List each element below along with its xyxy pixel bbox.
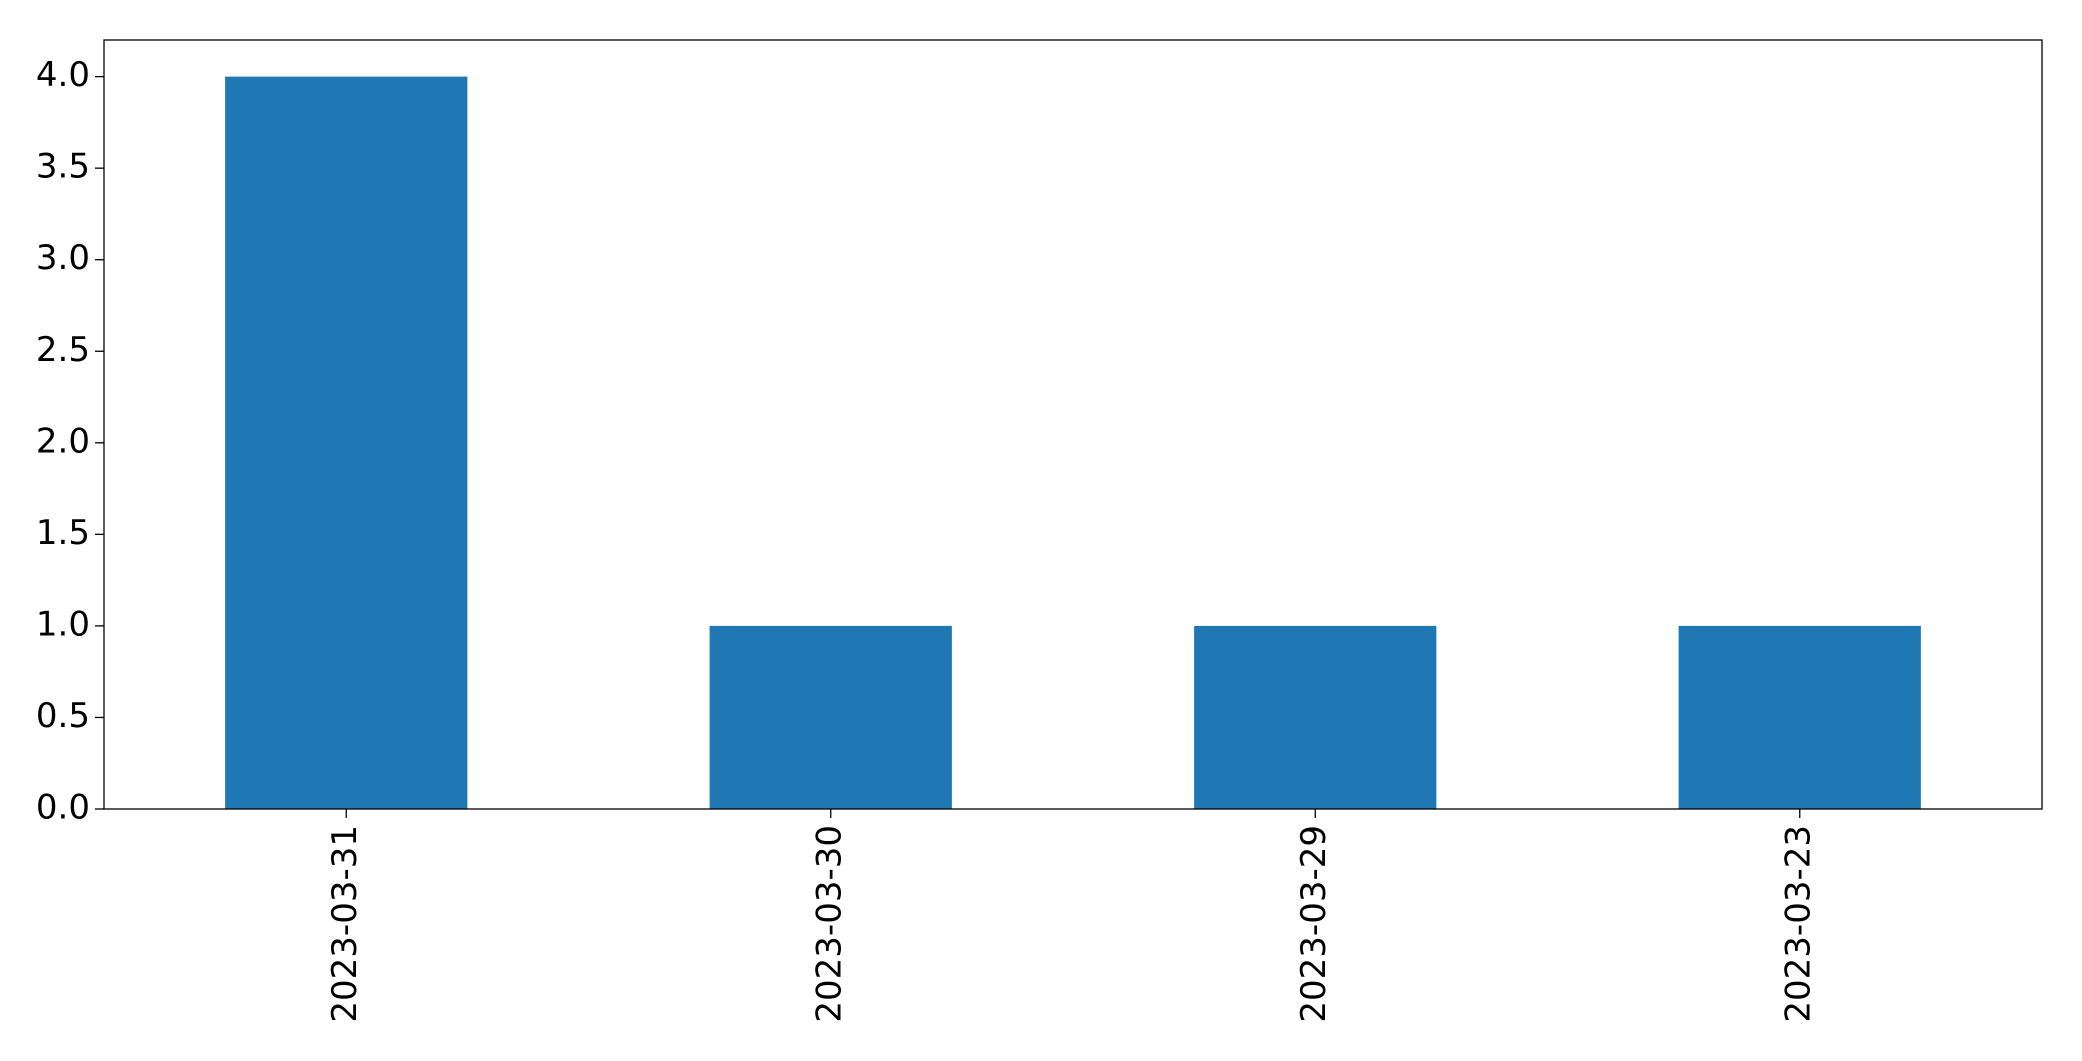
bar: [1678, 625, 1921, 809]
y-tick-label: 0.0: [36, 788, 90, 828]
bar: [709, 625, 952, 809]
y-tick-label: 1.0: [36, 604, 90, 644]
y-tick-label: 2.5: [36, 330, 90, 370]
bar: [225, 76, 468, 810]
y-tick-label: 0.5: [36, 696, 90, 736]
plot-frame: [103, 39, 2043, 810]
y-tick-label: 3.0: [36, 238, 90, 278]
x-tick-label: 2023-03-23: [1778, 825, 1818, 1023]
x-tick-label: 2023-03-30: [809, 825, 849, 1023]
y-tick-label: 1.5: [36, 513, 90, 553]
y-tick-label: 4.0: [36, 55, 90, 95]
x-tick-label: 2023-03-31: [325, 825, 365, 1023]
y-tick-label: 2.0: [36, 421, 90, 461]
bar: [1194, 625, 1437, 809]
x-tick-label: 2023-03-29: [1294, 825, 1334, 1023]
y-tick-label: 3.5: [36, 147, 90, 187]
